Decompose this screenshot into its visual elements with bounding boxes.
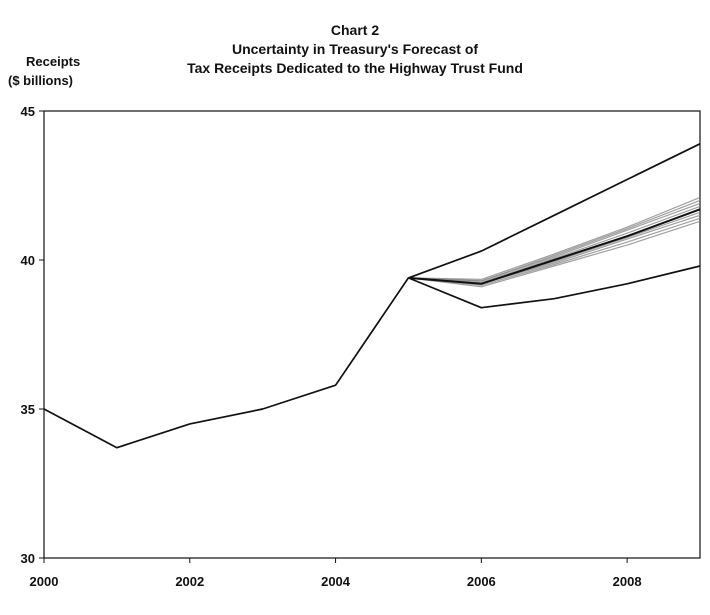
y-tick-label: 40 bbox=[21, 253, 35, 268]
series-layer bbox=[43, 143, 701, 449]
series-line-forecast-path-8 bbox=[408, 196, 701, 280]
x-tick-label: 2002 bbox=[175, 574, 204, 589]
y-axis-label-line-1: Receipts bbox=[26, 54, 81, 69]
x-axis: 2000 2002 2004 2006 2008 bbox=[30, 558, 642, 589]
x-tick-label: 2000 bbox=[30, 574, 59, 589]
series-line-forecast-path-10 bbox=[408, 199, 701, 282]
series-line-forecast-path-9 bbox=[408, 220, 701, 288]
chart-subtitle-line-1: Uncertainty in Treasury's Forecast of bbox=[231, 41, 479, 57]
chart-title: Chart 2 bbox=[330, 22, 380, 38]
y-tick-label: 45 bbox=[21, 104, 35, 119]
series-line-forecast-lower-2 bbox=[408, 265, 701, 309]
chart-subtitle-line-2: Tax Receipts Dedicated to the Highway Tr… bbox=[187, 60, 523, 76]
series-line-actual-0 bbox=[43, 277, 410, 449]
x-tick-label: 2004 bbox=[321, 574, 351, 589]
y-tick-label: 30 bbox=[21, 551, 35, 566]
y-axis-label-line-2: ($ billions) bbox=[8, 73, 73, 88]
series-line-forecast-path-7 bbox=[408, 217, 701, 286]
series-line-forecast-central-3 bbox=[408, 208, 701, 285]
x-tick-label: 2008 bbox=[613, 574, 642, 589]
y-tick-label: 35 bbox=[21, 402, 35, 417]
y-axis: 30 35 40 45 bbox=[21, 104, 44, 566]
series-line-forecast-upper-1 bbox=[408, 143, 701, 279]
x-tick-label: 2006 bbox=[467, 574, 496, 589]
plot-area-frame bbox=[43, 110, 701, 559]
